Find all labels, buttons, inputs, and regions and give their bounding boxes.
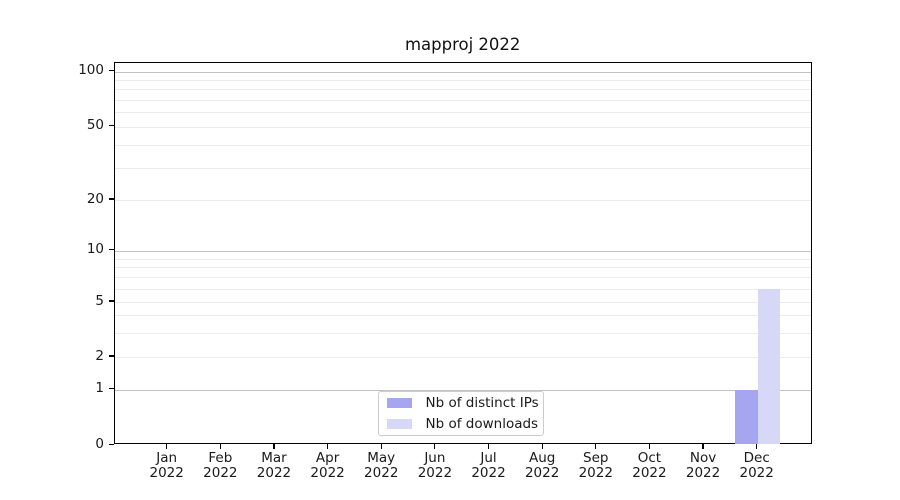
minor-gridline (114, 99, 811, 101)
x-tick-mark (327, 444, 329, 449)
major-gridline (114, 71, 811, 73)
x-tick-month: Nov (689, 450, 717, 467)
legend-row: Nb of downloads (386, 416, 543, 432)
x-tick-label: Oct 2022 (619, 450, 679, 482)
x-tick-mark (219, 444, 221, 449)
legend-swatch (386, 419, 412, 429)
legend-row: Nb of distinct IPs (386, 395, 543, 411)
legend: Nb of distinct IPs Nb of downloads (377, 391, 544, 436)
legend-swatch (386, 398, 412, 408)
y-tick-label: 10 (86, 241, 104, 258)
x-tick-label: Mar 2022 (244, 450, 304, 482)
x-tick-mark (273, 444, 275, 449)
x-tick-mark (541, 444, 543, 449)
x-tick-label: Jan 2022 (137, 450, 197, 482)
minor-gridline (114, 315, 811, 317)
minor-gridline (114, 288, 811, 290)
y-tick-mark (109, 70, 114, 72)
x-tick-year: 2022 (685, 465, 721, 482)
minor-gridline (114, 267, 811, 269)
x-tick-month: Sep (583, 450, 609, 467)
x-tick-mark (487, 444, 490, 449)
x-tick-month: Oct (637, 450, 662, 467)
minor-gridline (114, 356, 811, 358)
x-tick-month: May (367, 450, 396, 467)
x-tick-year: 2022 (739, 465, 774, 482)
minor-gridline (114, 199, 811, 201)
x-tick-year: 2022 (471, 465, 506, 482)
minor-gridline (114, 332, 811, 334)
x-tick-year: 2022 (632, 465, 667, 482)
x-tick-label: May 2022 (351, 450, 411, 482)
x-tick-year: 2022 (203, 465, 238, 482)
x-tick-mark (166, 444, 168, 449)
x-tick-month: Jan (156, 450, 178, 467)
minor-gridline (114, 258, 811, 260)
x-tick-mark (595, 444, 597, 449)
x-tick-year: 2022 (524, 465, 560, 482)
y-tick-label: 100 (78, 62, 104, 79)
minor-gridline (114, 277, 811, 279)
y-tick-mark (109, 300, 114, 302)
y-tick-mark (109, 198, 114, 200)
chart-title: mapproj 2022 (404, 35, 521, 54)
x-tick-label: Nov 2022 (673, 450, 733, 482)
major-gridline (114, 250, 811, 252)
x-tick-year: 2022 (364, 465, 399, 482)
major-gridline (114, 389, 811, 391)
plot-area (113, 62, 812, 445)
y-tick-label: 0 (95, 435, 104, 452)
x-tick-year: 2022 (310, 465, 345, 482)
x-tick-month: Aug (528, 450, 556, 467)
x-tick-month: Dec (743, 450, 770, 467)
legend-label: Nb of downloads (425, 416, 539, 432)
x-tick-label: Jul 2022 (459, 450, 519, 482)
x-tick-label: Dec 2022 (727, 450, 787, 482)
x-tick-month: Feb (208, 450, 233, 467)
y-tick-label: 1 (95, 380, 104, 397)
x-tick-month: Jul (480, 450, 497, 467)
y-tick-mark (109, 443, 114, 445)
y-tick-label: 50 (86, 117, 104, 134)
bar (757, 288, 780, 444)
x-tick-label: Jun 2022 (405, 450, 465, 482)
minor-gridline (114, 167, 811, 169)
minor-gridline (114, 80, 811, 82)
x-tick-month: Mar (261, 450, 287, 467)
x-tick-mark (434, 444, 436, 449)
x-tick-year: 2022 (256, 465, 292, 482)
x-tick-mark (702, 444, 704, 449)
y-tick-mark (109, 355, 114, 357)
y-tick-mark (109, 249, 114, 251)
y-tick-label: 5 (95, 292, 104, 309)
y-tick-label: 2 (95, 347, 104, 364)
minor-gridline (114, 89, 811, 91)
y-tick-mark (109, 388, 114, 390)
x-tick-year: 2022 (417, 465, 453, 482)
x-tick-mark (648, 444, 650, 449)
x-tick-mark (380, 444, 382, 449)
x-tick-year: 2022 (149, 465, 184, 482)
x-tick-label: Sep 2022 (566, 450, 626, 482)
x-tick-label: Feb 2022 (190, 450, 250, 482)
bar (735, 389, 758, 444)
legend-label: Nb of distinct IPs (425, 395, 539, 411)
x-tick-label: Aug 2022 (512, 450, 572, 482)
x-tick-year: 2022 (578, 465, 613, 482)
y-tick-mark (109, 125, 114, 127)
minor-gridline (114, 144, 811, 146)
x-tick-label: Apr 2022 (298, 450, 358, 482)
y-tick-label: 20 (86, 190, 104, 207)
x-tick-month: Apr (315, 450, 340, 467)
x-tick-mark (756, 444, 758, 449)
minor-gridline (114, 126, 811, 128)
minor-gridline (114, 112, 811, 114)
x-tick-month: Jun (424, 450, 446, 467)
minor-gridline (114, 302, 811, 304)
